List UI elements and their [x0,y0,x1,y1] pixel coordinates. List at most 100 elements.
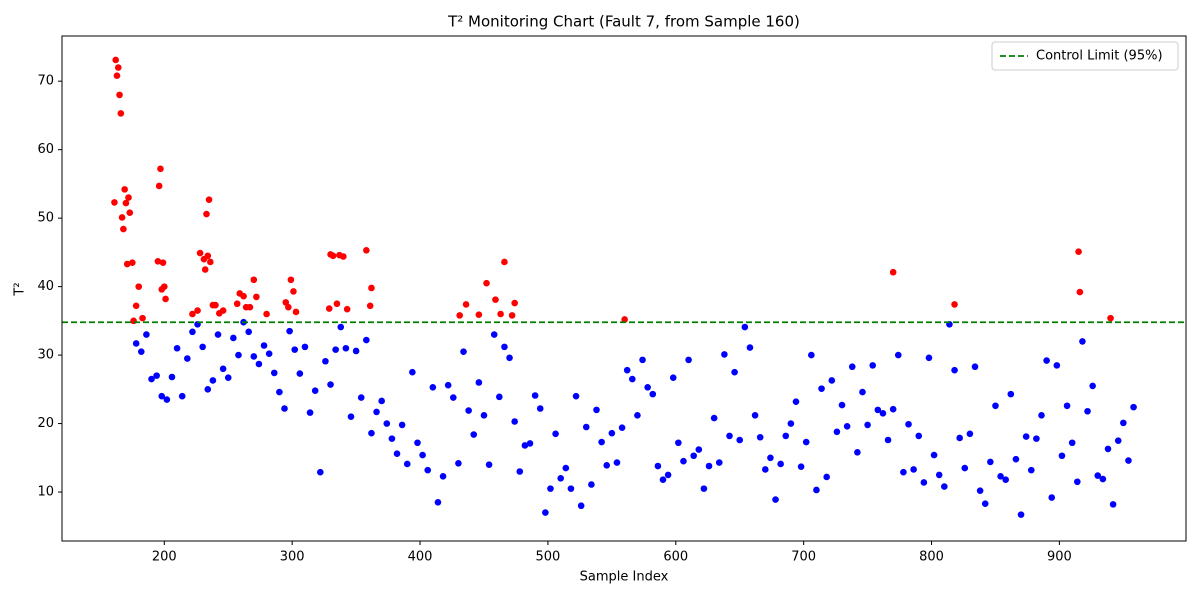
point [178,392,186,400]
point [506,354,513,362]
point [889,405,897,413]
point [854,449,861,456]
point [496,393,503,401]
y-tick-label: 10 [37,485,54,500]
point [792,398,800,405]
point [194,307,201,314]
point [113,72,121,80]
point [746,344,754,351]
point [782,432,790,440]
point [475,311,483,318]
point [802,438,810,446]
point [669,374,677,381]
point [889,268,897,276]
point [332,346,339,353]
point [250,276,258,284]
point [685,356,692,364]
point [736,436,744,444]
point [132,302,140,310]
point [613,459,621,466]
point [864,421,871,429]
point [155,182,163,190]
point [270,369,278,377]
point [398,421,406,429]
point [843,423,851,430]
point [449,394,457,401]
point [700,485,708,492]
point [675,439,682,447]
point [818,385,825,392]
point [224,374,232,381]
point [557,475,565,482]
point [915,432,923,440]
point [173,344,181,352]
point [159,259,167,266]
point [1058,452,1066,460]
point [531,392,539,399]
point [130,317,137,325]
point [260,342,268,349]
point [1068,439,1076,447]
point [1114,437,1122,444]
point [132,340,140,347]
point [618,424,626,431]
point [263,310,270,318]
y-tick-label: 20 [37,416,54,431]
point [204,252,212,260]
point [508,312,516,319]
point [201,266,209,273]
point [158,392,166,400]
point [726,432,733,440]
point [168,373,176,381]
point [951,301,958,308]
point [205,196,213,203]
point [621,316,628,323]
point [337,323,345,331]
point [125,194,132,201]
point [1079,338,1086,345]
point [444,381,452,389]
point [547,485,554,492]
point [383,420,391,427]
point [296,370,304,377]
point [153,372,160,379]
point [475,379,483,386]
point [1107,314,1114,322]
point [414,439,421,447]
point [368,284,375,292]
x-tick-label: 500 [536,550,561,565]
point [1125,457,1132,464]
point [608,429,616,437]
point [184,355,191,362]
point [1053,362,1061,369]
point [329,252,337,260]
point [511,299,518,307]
point [761,466,769,473]
point [879,409,887,417]
point [419,451,426,459]
point [322,357,329,365]
point [751,412,759,419]
point [593,406,600,414]
point [393,450,401,457]
point [981,500,989,507]
point [118,214,126,221]
point [363,336,370,344]
point [212,301,219,309]
point [848,363,856,371]
point [869,362,877,369]
point [741,323,749,331]
point [424,466,432,474]
y-tick-label: 60 [37,142,54,157]
point [695,446,703,453]
point [1038,412,1045,419]
point [148,375,155,383]
point [828,377,836,384]
point [219,365,227,373]
point [680,457,687,465]
point [1027,466,1035,474]
point [246,303,254,311]
point [285,303,292,311]
point [501,343,508,351]
point [343,305,351,313]
